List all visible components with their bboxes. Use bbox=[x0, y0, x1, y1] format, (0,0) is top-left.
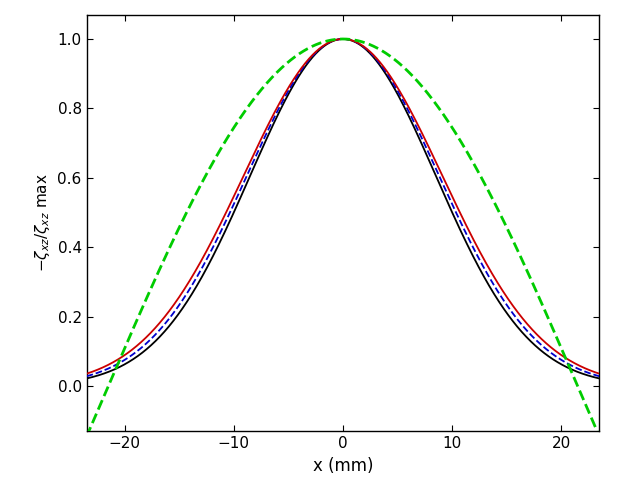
Y-axis label: $-\zeta_{xz}/\zeta_{xz}$ max: $-\zeta_{xz}/\zeta_{xz}$ max bbox=[33, 173, 52, 272]
X-axis label: x (mm): x (mm) bbox=[313, 457, 373, 475]
